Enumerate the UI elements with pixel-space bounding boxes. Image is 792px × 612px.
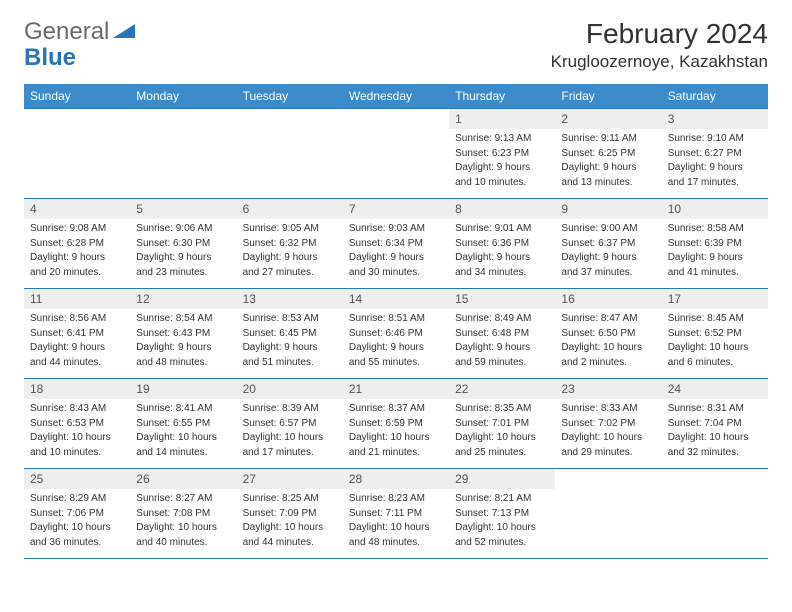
day-detail: Sunrise: 8:25 AM Sunset: 7:09 PM Dayligh…	[237, 489, 343, 559]
weekday-header: Tuesday	[237, 84, 343, 109]
calendar-table: Sunday Monday Tuesday Wednesday Thursday…	[24, 84, 768, 559]
day-detail: Sunrise: 8:29 AM Sunset: 7:06 PM Dayligh…	[24, 489, 130, 559]
header: General February 2024 Krugloozernoye, Ka…	[24, 18, 768, 72]
day-number: 16	[555, 289, 661, 310]
detail-row: Sunrise: 8:43 AM Sunset: 6:53 PM Dayligh…	[24, 399, 768, 469]
detail-row: Sunrise: 8:56 AM Sunset: 6:41 PM Dayligh…	[24, 309, 768, 379]
weekday-header-row: Sunday Monday Tuesday Wednesday Thursday…	[24, 84, 768, 109]
day-number: 19	[130, 379, 236, 400]
day-detail: Sunrise: 9:06 AM Sunset: 6:30 PM Dayligh…	[130, 219, 236, 289]
detail-row: Sunrise: 9:08 AM Sunset: 6:28 PM Dayligh…	[24, 219, 768, 289]
day-number: 24	[662, 379, 768, 400]
day-number: 23	[555, 379, 661, 400]
day-number: 20	[237, 379, 343, 400]
day-number: 25	[24, 469, 130, 490]
day-number: 18	[24, 379, 130, 400]
day-detail: Sunrise: 8:45 AM Sunset: 6:52 PM Dayligh…	[662, 309, 768, 379]
day-number: 14	[343, 289, 449, 310]
day-number	[555, 469, 661, 490]
day-detail: Sunrise: 8:35 AM Sunset: 7:01 PM Dayligh…	[449, 399, 555, 469]
day-number: 10	[662, 199, 768, 220]
day-detail	[343, 129, 449, 199]
day-detail: Sunrise: 8:23 AM Sunset: 7:11 PM Dayligh…	[343, 489, 449, 559]
day-detail: Sunrise: 9:00 AM Sunset: 6:37 PM Dayligh…	[555, 219, 661, 289]
weekday-header: Thursday	[449, 84, 555, 109]
day-number: 11	[24, 289, 130, 310]
day-detail: Sunrise: 9:08 AM Sunset: 6:28 PM Dayligh…	[24, 219, 130, 289]
location: Krugloozernoye, Kazakhstan	[551, 52, 768, 72]
day-number: 6	[237, 199, 343, 220]
logo-text-blue: Blue	[24, 44, 76, 71]
logo-triangle-icon	[113, 22, 135, 43]
day-number	[343, 109, 449, 130]
day-detail: Sunrise: 8:21 AM Sunset: 7:13 PM Dayligh…	[449, 489, 555, 559]
day-detail: Sunrise: 9:05 AM Sunset: 6:32 PM Dayligh…	[237, 219, 343, 289]
day-number	[662, 469, 768, 490]
day-number: 27	[237, 469, 343, 490]
month-title: February 2024	[551, 18, 768, 50]
day-number	[130, 109, 236, 130]
day-detail: Sunrise: 8:33 AM Sunset: 7:02 PM Dayligh…	[555, 399, 661, 469]
logo-text-general: General	[24, 18, 109, 46]
day-detail	[130, 129, 236, 199]
day-detail: Sunrise: 9:01 AM Sunset: 6:36 PM Dayligh…	[449, 219, 555, 289]
day-number: 26	[130, 469, 236, 490]
weekday-header: Wednesday	[343, 84, 449, 109]
day-detail: Sunrise: 8:47 AM Sunset: 6:50 PM Dayligh…	[555, 309, 661, 379]
day-detail: Sunrise: 8:53 AM Sunset: 6:45 PM Dayligh…	[237, 309, 343, 379]
day-number: 1	[449, 109, 555, 130]
day-detail	[662, 489, 768, 559]
daynum-row: 11121314151617	[24, 289, 768, 310]
day-number: 21	[343, 379, 449, 400]
day-detail: Sunrise: 8:43 AM Sunset: 6:53 PM Dayligh…	[24, 399, 130, 469]
day-detail: Sunrise: 8:56 AM Sunset: 6:41 PM Dayligh…	[24, 309, 130, 379]
day-number: 8	[449, 199, 555, 220]
day-number	[24, 109, 130, 130]
day-number	[237, 109, 343, 130]
day-detail: Sunrise: 8:41 AM Sunset: 6:55 PM Dayligh…	[130, 399, 236, 469]
daynum-row: 123	[24, 109, 768, 130]
title-block: February 2024 Krugloozernoye, Kazakhstan	[551, 18, 768, 72]
day-detail: Sunrise: 9:10 AM Sunset: 6:27 PM Dayligh…	[662, 129, 768, 199]
day-detail: Sunrise: 9:11 AM Sunset: 6:25 PM Dayligh…	[555, 129, 661, 199]
detail-row: Sunrise: 9:13 AM Sunset: 6:23 PM Dayligh…	[24, 129, 768, 199]
day-detail	[237, 129, 343, 199]
day-detail: Sunrise: 8:54 AM Sunset: 6:43 PM Dayligh…	[130, 309, 236, 379]
day-number: 4	[24, 199, 130, 220]
day-number: 3	[662, 109, 768, 130]
day-detail: Sunrise: 8:27 AM Sunset: 7:08 PM Dayligh…	[130, 489, 236, 559]
day-number: 28	[343, 469, 449, 490]
day-number: 5	[130, 199, 236, 220]
day-number: 9	[555, 199, 661, 220]
daynum-row: 45678910	[24, 199, 768, 220]
day-detail: Sunrise: 8:31 AM Sunset: 7:04 PM Dayligh…	[662, 399, 768, 469]
day-number: 17	[662, 289, 768, 310]
weekday-header: Friday	[555, 84, 661, 109]
day-detail: Sunrise: 9:13 AM Sunset: 6:23 PM Dayligh…	[449, 129, 555, 199]
weekday-header: Monday	[130, 84, 236, 109]
day-detail: Sunrise: 8:49 AM Sunset: 6:48 PM Dayligh…	[449, 309, 555, 379]
day-detail: Sunrise: 8:58 AM Sunset: 6:39 PM Dayligh…	[662, 219, 768, 289]
day-detail: Sunrise: 8:39 AM Sunset: 6:57 PM Dayligh…	[237, 399, 343, 469]
day-number: 2	[555, 109, 661, 130]
daynum-row: 18192021222324	[24, 379, 768, 400]
logo: General	[24, 18, 137, 46]
weekday-header: Saturday	[662, 84, 768, 109]
day-number: 7	[343, 199, 449, 220]
day-detail	[24, 129, 130, 199]
logo-text-blue-wrap: Blue	[24, 44, 76, 72]
day-detail	[555, 489, 661, 559]
day-number: 15	[449, 289, 555, 310]
day-detail: Sunrise: 8:51 AM Sunset: 6:46 PM Dayligh…	[343, 309, 449, 379]
weekday-header: Sunday	[24, 84, 130, 109]
day-number: 12	[130, 289, 236, 310]
day-number: 22	[449, 379, 555, 400]
detail-row: Sunrise: 8:29 AM Sunset: 7:06 PM Dayligh…	[24, 489, 768, 559]
day-number: 13	[237, 289, 343, 310]
day-detail: Sunrise: 9:03 AM Sunset: 6:34 PM Dayligh…	[343, 219, 449, 289]
day-detail: Sunrise: 8:37 AM Sunset: 6:59 PM Dayligh…	[343, 399, 449, 469]
daynum-row: 2526272829	[24, 469, 768, 490]
day-number: 29	[449, 469, 555, 490]
